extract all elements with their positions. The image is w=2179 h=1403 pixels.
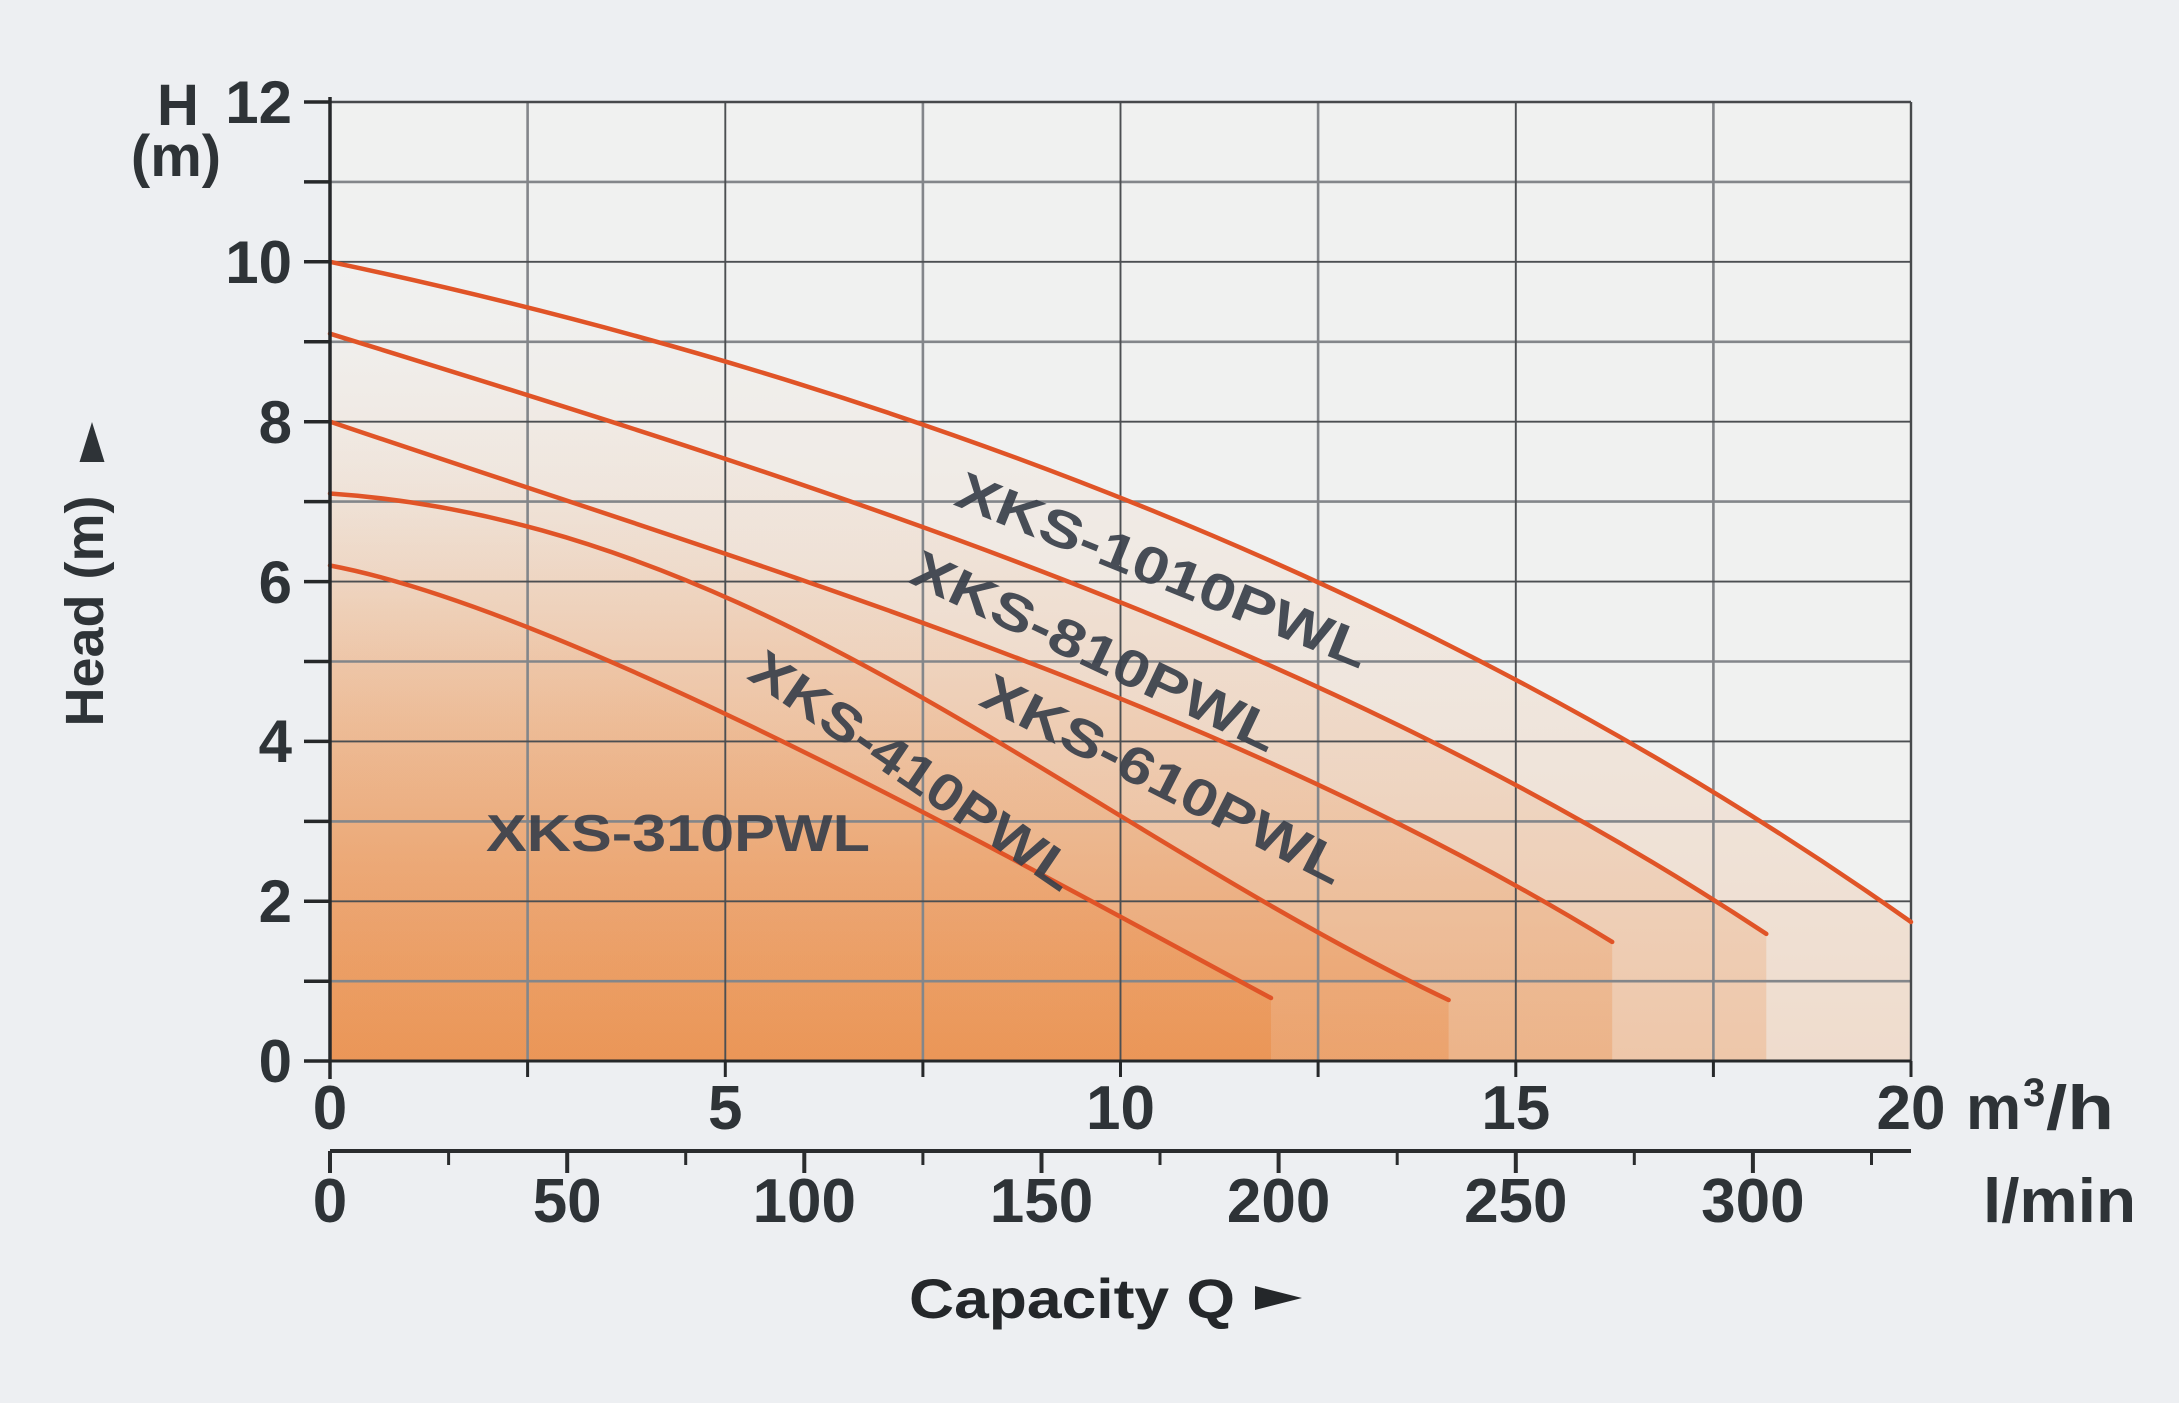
svg-text:5: 5 (708, 1074, 742, 1143)
svg-text:8: 8 (259, 389, 292, 456)
svg-text:Head (m): Head (m) (55, 495, 115, 726)
svg-text:/h: /h (2046, 1074, 2114, 1143)
svg-text:15: 15 (1481, 1074, 1550, 1143)
svg-text:Capacity Q: Capacity Q (909, 1267, 1235, 1330)
svg-text:2: 2 (259, 868, 292, 935)
svg-text:0: 0 (259, 1028, 292, 1095)
svg-text:0: 0 (313, 1074, 347, 1143)
svg-text:l/min: l/min (1983, 1167, 2136, 1236)
svg-text:10: 10 (1086, 1074, 1155, 1143)
svg-text:200: 200 (1227, 1167, 1330, 1236)
svg-text:3: 3 (2023, 1071, 2045, 1115)
svg-text:10: 10 (225, 229, 292, 296)
svg-text:XKS-310PWL: XKS-310PWL (486, 805, 870, 863)
svg-text:50: 50 (533, 1167, 602, 1236)
svg-text:6: 6 (259, 549, 292, 616)
svg-text:0: 0 (313, 1167, 347, 1236)
svg-text:H: H (157, 73, 199, 138)
svg-text:250: 250 (1464, 1167, 1567, 1236)
svg-text:100: 100 (753, 1167, 856, 1236)
svg-text:300: 300 (1701, 1167, 1804, 1236)
svg-text:m: m (1966, 1074, 2021, 1143)
svg-text:20: 20 (1877, 1074, 1946, 1143)
svg-text:12: 12 (225, 69, 292, 136)
svg-text:(m): (m) (131, 124, 221, 189)
svg-text:4: 4 (259, 708, 293, 775)
svg-text:150: 150 (990, 1167, 1093, 1236)
